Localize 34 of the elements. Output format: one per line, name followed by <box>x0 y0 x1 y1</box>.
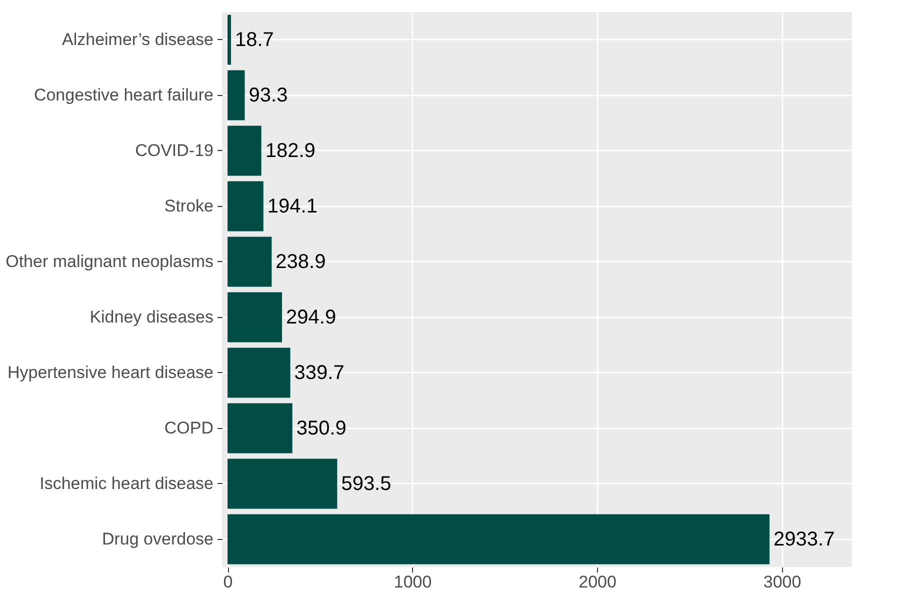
data-label: 350.9 <box>296 417 346 440</box>
y-tick-label: Other malignant neoplasms <box>6 252 214 271</box>
data-label: 593.5 <box>341 472 392 495</box>
y-tick-label: Kidney diseases <box>90 307 214 326</box>
data-label: 294.9 <box>286 306 336 328</box>
bar <box>228 348 290 398</box>
y-tick-label: Alzheimer’s disease <box>62 30 214 49</box>
bar <box>228 14 231 65</box>
x-tick-label: 2000 <box>578 572 616 592</box>
data-label: 93.3 <box>248 84 288 106</box>
y-tick-label: COVID-19 <box>135 140 214 160</box>
bar <box>228 236 272 287</box>
y-tick-label: COPD <box>164 418 214 438</box>
data-label: 238.9 <box>276 250 326 273</box>
data-label: 182.9 <box>265 140 316 162</box>
x-tick-label: 3000 <box>763 572 802 592</box>
bar <box>228 70 245 120</box>
x-tick-label: 0 <box>223 572 233 592</box>
y-tick-label: Ischemic heart disease <box>40 474 214 493</box>
bar <box>228 403 292 454</box>
y-tick-label: Congestive heart failure <box>34 85 214 104</box>
x-tick-label: 1000 <box>394 572 432 592</box>
bar <box>228 126 262 176</box>
y-tick-label: Drug overdose <box>102 529 214 548</box>
bar <box>228 292 282 342</box>
data-label: 2933.7 <box>774 528 835 550</box>
bar <box>228 181 264 232</box>
bar <box>228 514 770 564</box>
data-label: 194.1 <box>267 195 318 218</box>
y-tick-label: Stroke <box>164 196 214 216</box>
data-label: 18.7 <box>234 28 274 51</box>
bar <box>228 458 338 509</box>
data-label: 339.7 <box>294 362 344 384</box>
y-tick-label: Hypertensive heart disease <box>7 362 214 382</box>
